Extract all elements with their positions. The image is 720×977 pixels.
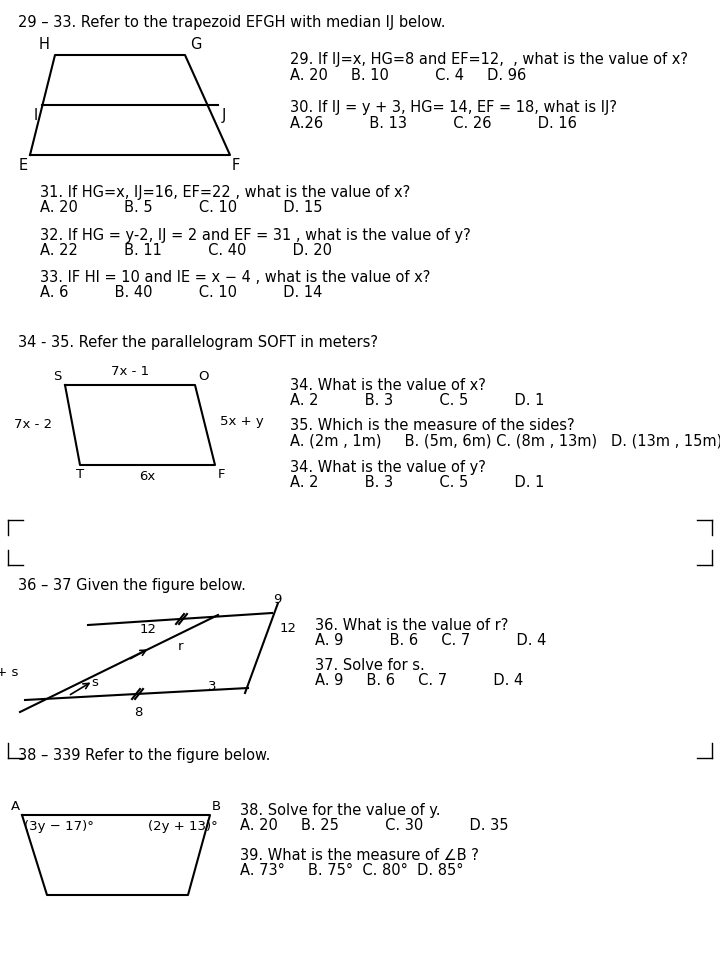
- Text: 29 – 33. Refer to the trapezoid EFGH with median IJ below.: 29 – 33. Refer to the trapezoid EFGH wit…: [18, 15, 446, 30]
- Text: A. 2          B. 3          C. 5          D. 1: A. 2 B. 3 C. 5 D. 1: [290, 475, 544, 490]
- Text: 12 + s: 12 + s: [0, 665, 18, 678]
- Text: A. 22          B. 11          C. 40          D. 20: A. 22 B. 11 C. 40 D. 20: [40, 243, 332, 258]
- Text: A. 6          B. 40          C. 10          D. 14: A. 6 B. 40 C. 10 D. 14: [40, 285, 323, 300]
- Text: G: G: [190, 37, 202, 52]
- Text: S: S: [53, 370, 62, 383]
- Text: 32. If HG = y-2, IJ = 2 and EF = 31 , what is the value of y?: 32. If HG = y-2, IJ = 2 and EF = 31 , wh…: [40, 228, 471, 243]
- Text: A. 20     B. 25          C. 30          D. 35: A. 20 B. 25 C. 30 D. 35: [240, 818, 508, 833]
- Text: F: F: [218, 468, 225, 481]
- Text: 34 - 35. Refer the parallelogram SOFT in meters?: 34 - 35. Refer the parallelogram SOFT in…: [18, 335, 378, 350]
- Text: J: J: [222, 108, 226, 123]
- Text: A. 9     B. 6     C. 7          D. 4: A. 9 B. 6 C. 7 D. 4: [315, 673, 523, 688]
- Text: (3y − 17)°: (3y − 17)°: [24, 820, 94, 833]
- Text: 3: 3: [208, 681, 217, 694]
- Text: (2y + 13)°: (2y + 13)°: [148, 820, 217, 833]
- Text: 30. If IJ = y + 3, HG= 14, EF = 18, what is IJ?: 30. If IJ = y + 3, HG= 14, EF = 18, what…: [290, 100, 617, 115]
- Text: B: B: [212, 800, 221, 813]
- Text: T: T: [76, 468, 84, 481]
- Text: 7x - 2: 7x - 2: [14, 418, 52, 432]
- Text: 8: 8: [134, 706, 142, 719]
- Text: 34. What is the value of y?: 34. What is the value of y?: [290, 460, 486, 475]
- Text: I: I: [34, 108, 38, 123]
- Text: 34. What is the value of x?: 34. What is the value of x?: [290, 378, 486, 393]
- Text: 36. What is the value of r?: 36. What is the value of r?: [315, 618, 508, 633]
- Text: 12: 12: [280, 621, 297, 634]
- Text: r: r: [178, 641, 184, 654]
- Text: O: O: [198, 370, 209, 383]
- Text: 38. Solve for the value of y.: 38. Solve for the value of y.: [240, 803, 441, 818]
- Text: A. 20          B. 5          C. 10          D. 15: A. 20 B. 5 C. 10 D. 15: [40, 200, 323, 215]
- Text: A. (2m , 1m)     B. (5m, 6m) C. (8m , 13m)   D. (13m , 15m): A. (2m , 1m) B. (5m, 6m) C. (8m , 13m) D…: [290, 433, 720, 448]
- Text: 29. If IJ=x, HG=8 and EF=12,  , what is the value of x?: 29. If IJ=x, HG=8 and EF=12, , what is t…: [290, 52, 688, 67]
- Text: 6x: 6x: [139, 470, 155, 483]
- Text: A: A: [11, 800, 20, 813]
- Text: 39. What is the measure of ∠B ?: 39. What is the measure of ∠B ?: [240, 848, 479, 863]
- Text: A. 73°     B. 75°  C. 80°  D. 85°: A. 73° B. 75° C. 80° D. 85°: [240, 863, 464, 878]
- Text: 12: 12: [140, 623, 156, 636]
- Text: 38 – 339 Refer to the figure below.: 38 – 339 Refer to the figure below.: [18, 748, 271, 763]
- Text: s: s: [91, 676, 99, 690]
- Text: H: H: [39, 37, 50, 52]
- Text: A.26          B. 13          C. 26          D. 16: A.26 B. 13 C. 26 D. 16: [290, 116, 577, 131]
- Text: 33. IF HI = 10 and IE = x − 4 , what is the value of x?: 33. IF HI = 10 and IE = x − 4 , what is …: [40, 270, 431, 285]
- Text: A. 2          B. 3          C. 5          D. 1: A. 2 B. 3 C. 5 D. 1: [290, 393, 544, 408]
- Text: A. 20     B. 10          C. 4     D. 96: A. 20 B. 10 C. 4 D. 96: [290, 68, 526, 83]
- Text: 9: 9: [273, 593, 282, 606]
- Text: 37. Solve for s.: 37. Solve for s.: [315, 658, 425, 673]
- Text: 36 – 37 Given the figure below.: 36 – 37 Given the figure below.: [18, 578, 246, 593]
- Text: F: F: [232, 158, 240, 173]
- Text: 7x - 1: 7x - 1: [111, 365, 149, 378]
- Text: E: E: [19, 158, 28, 173]
- Text: 5x + y: 5x + y: [220, 415, 264, 429]
- Text: A. 9          B. 6     C. 7          D. 4: A. 9 B. 6 C. 7 D. 4: [315, 633, 546, 648]
- Text: 31. If HG=x, IJ=16, EF=22 , what is the value of x?: 31. If HG=x, IJ=16, EF=22 , what is the …: [40, 185, 410, 200]
- Text: 35. Which is the measure of the sides?: 35. Which is the measure of the sides?: [290, 418, 575, 433]
